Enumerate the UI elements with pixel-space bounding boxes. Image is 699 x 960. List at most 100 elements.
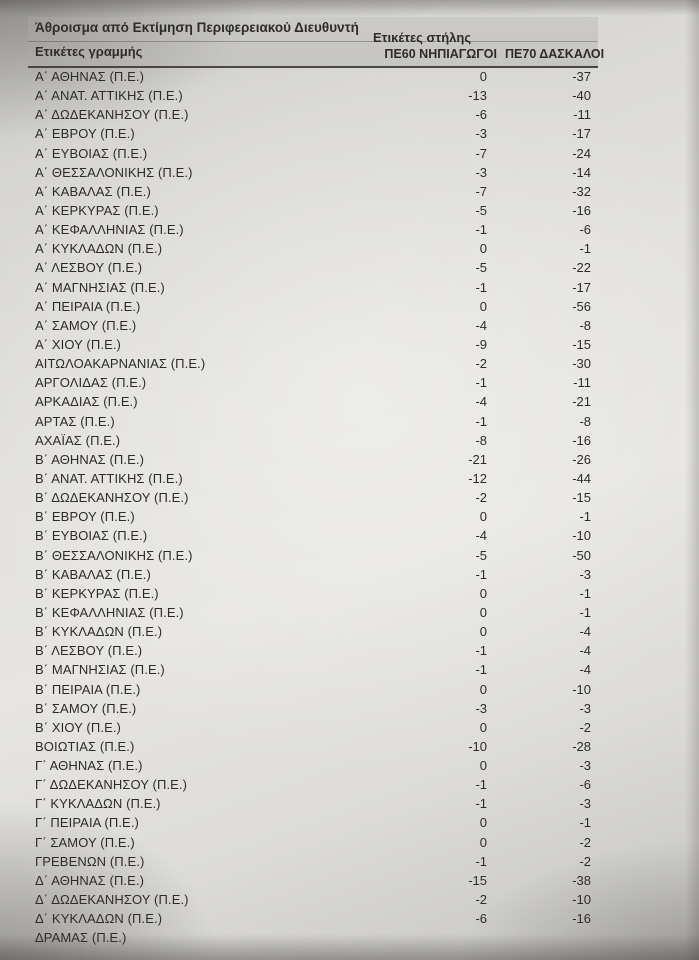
pe70-value: -1 (579, 604, 591, 620)
pe70-value: -2 (579, 719, 591, 735)
table-row: ΑΡΚΑΔΙΑΣ (Π.Ε.) -4 -21 (0, 393, 699, 412)
table-row: Β΄ ΕΥΒΟΙΑΣ (Π.Ε.) -4 -10 (0, 527, 699, 546)
pe60-value: -12 (468, 470, 487, 486)
row-label: Β΄ ΚΑΒΑΛΑΣ (Π.Ε.) (35, 566, 151, 582)
pe60-value: -2 (380, 892, 487, 907)
pe70-value: -26 (572, 451, 591, 467)
table-row: Δ΄ ΚΥΚΛΑΔΩΝ (Π.Ε.) -6-16 (0, 910, 699, 929)
table-row: Α΄ ΚΥΚΛΑΔΩΝ (Π.Ε.) 0 -1 (0, 240, 699, 259)
pe70-value: -3 (579, 566, 591, 582)
pe60-value: -2 (475, 356, 487, 372)
pe70-value: -8 (579, 413, 591, 429)
row-label: Γ΄ ΚΥΚΛΑΔΩΝ (Π.Ε.) (35, 796, 161, 811)
photo-vignette-bottom-right (459, 840, 699, 960)
pe70-value: -3 (579, 796, 591, 812)
pe60-value: -15 (380, 873, 487, 888)
table-row: Β΄ ΣΑΜΟΥ (Π.Ε.) -3 -3 (0, 700, 699, 719)
pe70-value: -15 (572, 336, 591, 352)
pe60-value: -1 (475, 777, 487, 793)
table-row: Β΄ ΧΙΟΥ (Π.Ε.) 0 -2 (0, 719, 699, 738)
table-row: Α΄ ΚΕΡΚΥΡΑΣ (Π.Ε.) -5 -16 (0, 202, 699, 221)
column-labels-title: Ετικέτες στήλης (373, 30, 472, 45)
pe60-value: 0 (479, 815, 487, 831)
row-label: Β΄ ΧΙΟΥ (Π.Ε.) (35, 719, 121, 735)
pe70-value: -40 (572, 88, 591, 104)
row-label: Β΄ ΚΥΚΛΑΔΩΝ (Π.Ε.) (35, 624, 163, 640)
row-label: Α΄ ΣΑΜΟΥ (Π.Ε.) (35, 317, 137, 333)
row-label: ΔΡΑΜΑΣ (Π.Ε.) (35, 930, 126, 945)
pe70-value: -2 (470, 835, 591, 850)
pe70-value: -3 (579, 700, 591, 716)
pe60-value: 0 (479, 509, 487, 525)
pe60-value: -4 (475, 394, 487, 410)
pe60-value: 0 (479, 604, 487, 620)
table-row: Β΄ ΚΑΒΑΛΑΣ (Π.Ε.) -1 -3 (0, 566, 699, 585)
table-row: Β΄ ΘΕΣΣΑΛΟΝΙΚΗΣ (Π.Ε.) -5 -50 (0, 547, 699, 566)
pe60-value: -1 (475, 222, 487, 238)
row-label: Α΄ ΜΑΓΝΗΣΙΑΣ (Π.Ε.) (35, 279, 165, 295)
pe70-column-header: ΠΕ70 ΔΑΣΚΑΛΟΙ (505, 47, 605, 61)
row-label: Α΄ ΑΝΑΤ. ΑΤΤΙΚΗΣ (Π.Ε.) (35, 88, 183, 103)
row-label: Α΄ ΛΕΣΒΟΥ (Π.Ε.) (35, 260, 143, 276)
row-label: Γ΄ ΔΩΔΕΚΑΝΗΣΟΥ (Π.Ε.) (35, 777, 188, 793)
pe70-value: -17 (572, 279, 591, 295)
pe70-value: -16 (572, 202, 591, 218)
pe60-value: -1 (475, 662, 487, 678)
photo-shadow-top (0, 0, 699, 16)
pe60-value: -1 (475, 375, 487, 391)
row-label: Β΄ ΑΝΑΤ. ΑΤΤΙΚΗΣ (Π.Ε.) (35, 470, 183, 486)
row-label: Γ΄ ΠΕΙΡΑΙΑ (Π.Ε.) (35, 815, 139, 830)
pe60-value: -7 (475, 183, 487, 199)
table-row: Α΄ ΚΕΦΑΛΛΗΝΙΑΣ (Π.Ε.) -1 -6 (0, 221, 699, 240)
pe60-value: -3 (475, 126, 487, 142)
pivot-table-body: Α΄ ΑΘΗΝΑΣ (Π.Ε.) 0 -37 Α΄ ΑΝΑΤ. ΑΤΤΙΚΗΣ (Π.… (0, 68, 699, 948)
pe70-value: -21 (572, 394, 591, 410)
table-row: Γ΄ ΠΕΙΡΑΙΑ (Π.Ε.) 0 -1 (0, 814, 699, 833)
pe60-value: -13 (468, 88, 487, 104)
pe70-value: -10 (572, 681, 591, 697)
pe60-value: -5 (475, 260, 487, 276)
row-label: Β΄ ΕΥΒΟΙΑΣ (Π.Ε.) (35, 528, 148, 544)
pe70-value: -22 (572, 260, 591, 276)
pe60-value: -21 (468, 451, 487, 467)
pe60-value: -3 (475, 700, 487, 716)
table-row: Γ΄ ΑΘΗΝΑΣ (Π.Ε.) 0 -3 (0, 757, 699, 776)
table-row: Β΄ ΚΕΦΑΛΛΗΝΙΑΣ (Π.Ε.) 0 -1 (0, 604, 699, 623)
row-label: Β΄ ΔΩΔΕΚΑΝΗΣΟΥ (Π.Ε.) (35, 490, 189, 506)
row-label: Δ΄ ΚΥΚΛΑΔΩΝ (Π.Ε.) (35, 911, 162, 926)
pe60-value: -1 (475, 643, 487, 659)
pe60-value: -8 (475, 432, 487, 448)
table-row: Α΄ ΑΘΗΝΑΣ (Π.Ε.) 0 -37 (0, 68, 699, 87)
pe70-value: -1 (579, 509, 591, 525)
pe60-value: -2 (475, 490, 487, 506)
row-label: ΑΙΤΩΛΟΑΚΑΡΝΑΝΙΑΣ (Π.Ε.) (35, 356, 206, 372)
pe60-value: 0 (380, 835, 487, 850)
pe60-column-header: ΠΕ60 ΝΗΠΙΑΓΩΓΟΙ (384, 47, 497, 61)
pe60-value: -5 (475, 547, 487, 563)
table-row: ΑΡΤΑΣ (Π.Ε.) -1 -8 (0, 413, 699, 432)
pe70-value: -14 (572, 164, 591, 180)
table-row: Β΄ ΑΝΑΤ. ΑΤΤΙΚΗΣ (Π.Ε.) -12 -44 (0, 470, 699, 489)
table-row: ΑΡΓΟΛΙΔΑΣ (Π.Ε.) -1 -11 (0, 374, 699, 393)
table-row: ΓΡΕΒΕΝΩΝ (Π.Ε.) -1-2 (0, 853, 699, 872)
pe70-value: -1 (579, 241, 591, 257)
pe70-value: -4 (579, 624, 591, 640)
pe70-value: -50 (572, 547, 591, 563)
table-row: Β΄ ΚΕΡΚΥΡΑΣ (Π.Ε.) 0 -1 (0, 585, 699, 604)
table-row: Δ΄ ΔΩΔΕΚΑΝΗΣΟΥ (Π.Ε.) -2-10 (0, 891, 699, 910)
pe60-value: -5 (475, 202, 487, 218)
row-label: Β΄ ΠΕΙΡΑΙΑ (Π.Ε.) (35, 681, 141, 697)
pe70-value: -6 (579, 777, 591, 793)
pe70-value: -37 (572, 69, 591, 84)
table-row: Α΄ ΜΑΓΝΗΣΙΑΣ (Π.Ε.) -1 -17 (0, 279, 699, 298)
row-label: Γ΄ ΑΘΗΝΑΣ (Π.Ε.) (35, 758, 143, 774)
pe70-value: -11 (573, 107, 591, 123)
pe60-value: 0 (479, 624, 487, 640)
row-label: Α΄ ΧΙΟΥ (Π.Ε.) (35, 336, 121, 352)
table-row: Β΄ ΔΩΔΕΚΑΝΗΣΟΥ (Π.Ε.) -2 -15 (0, 489, 699, 508)
table-row: ΑΙΤΩΛΟΑΚΑΡΝΑΝΙΑΣ (Π.Ε.) -2 -30 (0, 355, 699, 374)
table-row: Α΄ ΕΒΡΟΥ (Π.Ε.) -3 -17 (0, 125, 699, 144)
pe60-value: -9 (475, 336, 487, 352)
table-row: Β΄ ΚΥΚΛΑΔΩΝ (Π.Ε.) 0 -4 (0, 623, 699, 642)
table-row: Β΄ ΕΒΡΟΥ (Π.Ε.) 0 -1 (0, 508, 699, 527)
